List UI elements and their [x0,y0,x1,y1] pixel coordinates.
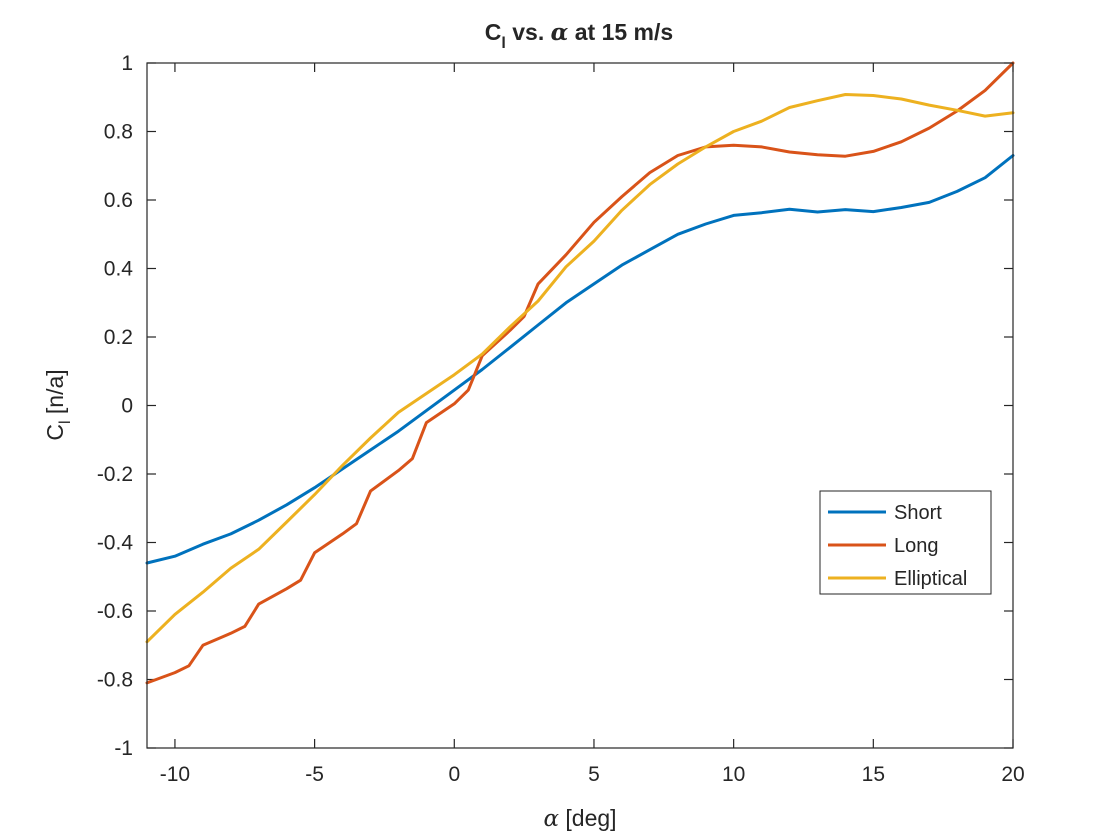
x-tick-label: 10 [722,763,745,786]
y-tick-label: 1 [121,52,133,75]
y-axis-label: Cl [n/a] [42,369,74,440]
y-tick-label: -0.8 [97,669,133,692]
series-lines [145,61,1015,685]
tick-labels: -10 -5 0 5 10 15 20 -1 -0.8 -0.6 -0.4 -0.2 0 0.2 0.4 0.… [97,52,1025,786]
x-axis-label: α [deg] [543,805,616,832]
x-tick-label: 5 [588,763,600,786]
y-tick-label: 0.2 [104,326,133,349]
x-tick-label: -10 [160,763,190,786]
y-tick-label: -0.4 [97,532,134,555]
series-line-elliptical [145,93,1015,644]
y-tick-label: 0.6 [104,189,133,212]
x-tick-label: 0 [448,763,460,786]
legend-label-short: Short [894,502,942,524]
legend: Short Long Elliptical [819,490,992,595]
chart-title: Cl vs. α at 15 m/s [485,19,673,52]
x-tick-label: 20 [1001,763,1024,786]
x-tick-label: 15 [862,763,885,786]
x-tick-label: -5 [305,763,324,786]
y-tick-label: -0.2 [97,463,133,486]
legend-label-long: Long [894,535,939,557]
series-line-long [145,61,1015,685]
y-tick-label: 0.4 [104,258,134,281]
y-tick-label: 0.8 [104,121,133,144]
y-tick-label: -1 [114,737,133,760]
y-tick-label: -0.6 [97,600,133,623]
axes-box [146,62,1014,749]
legend-label-elliptical: Elliptical [894,568,967,590]
series-line-short [145,154,1015,565]
y-tick-label: 0 [121,395,133,418]
